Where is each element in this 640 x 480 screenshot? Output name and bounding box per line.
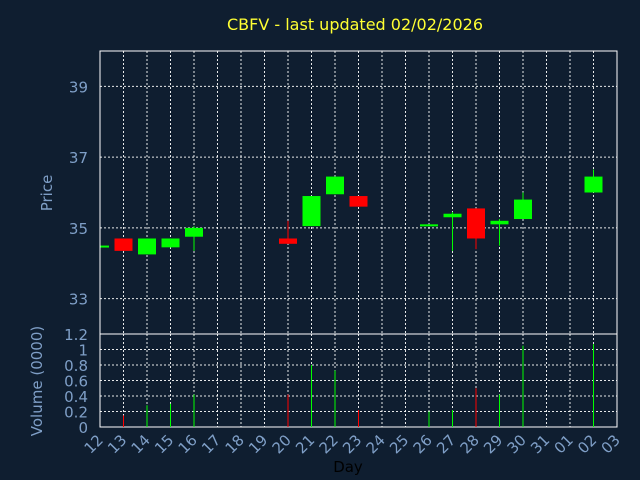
candle-body — [302, 196, 321, 227]
price-y-tick-label: 37 — [69, 149, 88, 167]
candle — [185, 226, 203, 251]
x-tick-label: 02 — [574, 431, 600, 457]
x-tick-label: 20 — [269, 431, 295, 457]
x-tick-label: 26 — [410, 431, 436, 457]
x-tick-label: 23 — [339, 431, 365, 457]
x-tick-label: 15 — [151, 431, 177, 457]
volume-y-tick-label: 0.2 — [64, 404, 88, 422]
candle-body — [443, 213, 462, 218]
candle-body — [349, 196, 368, 207]
candle — [349, 196, 368, 207]
x-tick-labels: 1213141516171819202122232425262728293031… — [81, 431, 624, 457]
candle — [584, 169, 603, 193]
candle — [302, 196, 321, 227]
volume-y-ticks: 00.20.40.60.811.2 — [64, 326, 88, 437]
price-y-axis-label: Price — [38, 175, 56, 212]
candle-body — [185, 227, 203, 237]
candle-body — [514, 199, 532, 220]
candle — [114, 238, 133, 251]
x-tick-label: 31 — [527, 431, 553, 457]
x-tick-label: 22 — [316, 431, 342, 457]
candle-body — [114, 238, 133, 251]
candle — [326, 176, 344, 195]
x-tick-label: 16 — [175, 431, 201, 457]
candle-body — [490, 220, 509, 225]
candle — [161, 238, 180, 248]
price-candles — [100, 169, 603, 255]
x-tick-label: 29 — [480, 431, 506, 457]
candle — [490, 219, 509, 246]
candle-body — [420, 224, 438, 227]
volume-bars — [123, 344, 594, 427]
volume-y-tick-label: 0.4 — [64, 388, 88, 406]
price-y-tick-label: 33 — [69, 291, 88, 309]
volume-y-tick-label: 0.6 — [64, 373, 88, 391]
candle — [467, 208, 485, 250]
x-axis-label: Day — [333, 458, 363, 476]
x-tick-label: 14 — [128, 431, 154, 457]
candle — [514, 192, 532, 220]
candle-body — [326, 176, 344, 195]
x-tick-label: 01 — [551, 431, 577, 457]
x-tick-label: 19 — [245, 431, 271, 457]
candle-body — [161, 238, 180, 248]
volume-y-axis-label: Volume (0000) — [28, 326, 46, 436]
volume-y-tick-label: 1 — [78, 342, 88, 360]
chart-title: CBFV - last updated 02/02/2026 — [227, 15, 483, 34]
x-tick-label: 30 — [504, 431, 530, 457]
candle-body — [584, 176, 603, 193]
volume-y-tick-label: 0 — [78, 419, 88, 437]
price-y-tick-label: 35 — [69, 220, 88, 238]
candle — [443, 211, 462, 251]
x-tick-label: 27 — [433, 431, 459, 457]
x-tick-label: 03 — [598, 431, 624, 457]
x-tick-label: 13 — [104, 431, 130, 457]
candle-body — [100, 245, 109, 248]
candle — [100, 245, 109, 248]
x-tick-label: 24 — [363, 431, 389, 457]
candle-body — [138, 238, 156, 255]
volume-y-tick-label: 0.8 — [64, 357, 88, 375]
candle — [138, 238, 156, 255]
candle — [420, 224, 438, 227]
volume-y-tick-label: 1.2 — [64, 326, 88, 344]
candle-body — [279, 238, 297, 244]
price-y-ticks: 33 35 37 39 — [69, 78, 88, 308]
x-tick-label: 28 — [457, 431, 483, 457]
x-tick-label: 25 — [386, 431, 412, 457]
x-tick-label: 17 — [198, 431, 224, 457]
candle — [279, 220, 297, 244]
price-y-tick-label: 39 — [69, 78, 88, 96]
x-tick-label: 21 — [292, 431, 318, 457]
x-tick-label: 18 — [222, 431, 248, 457]
candle-body — [467, 208, 485, 239]
